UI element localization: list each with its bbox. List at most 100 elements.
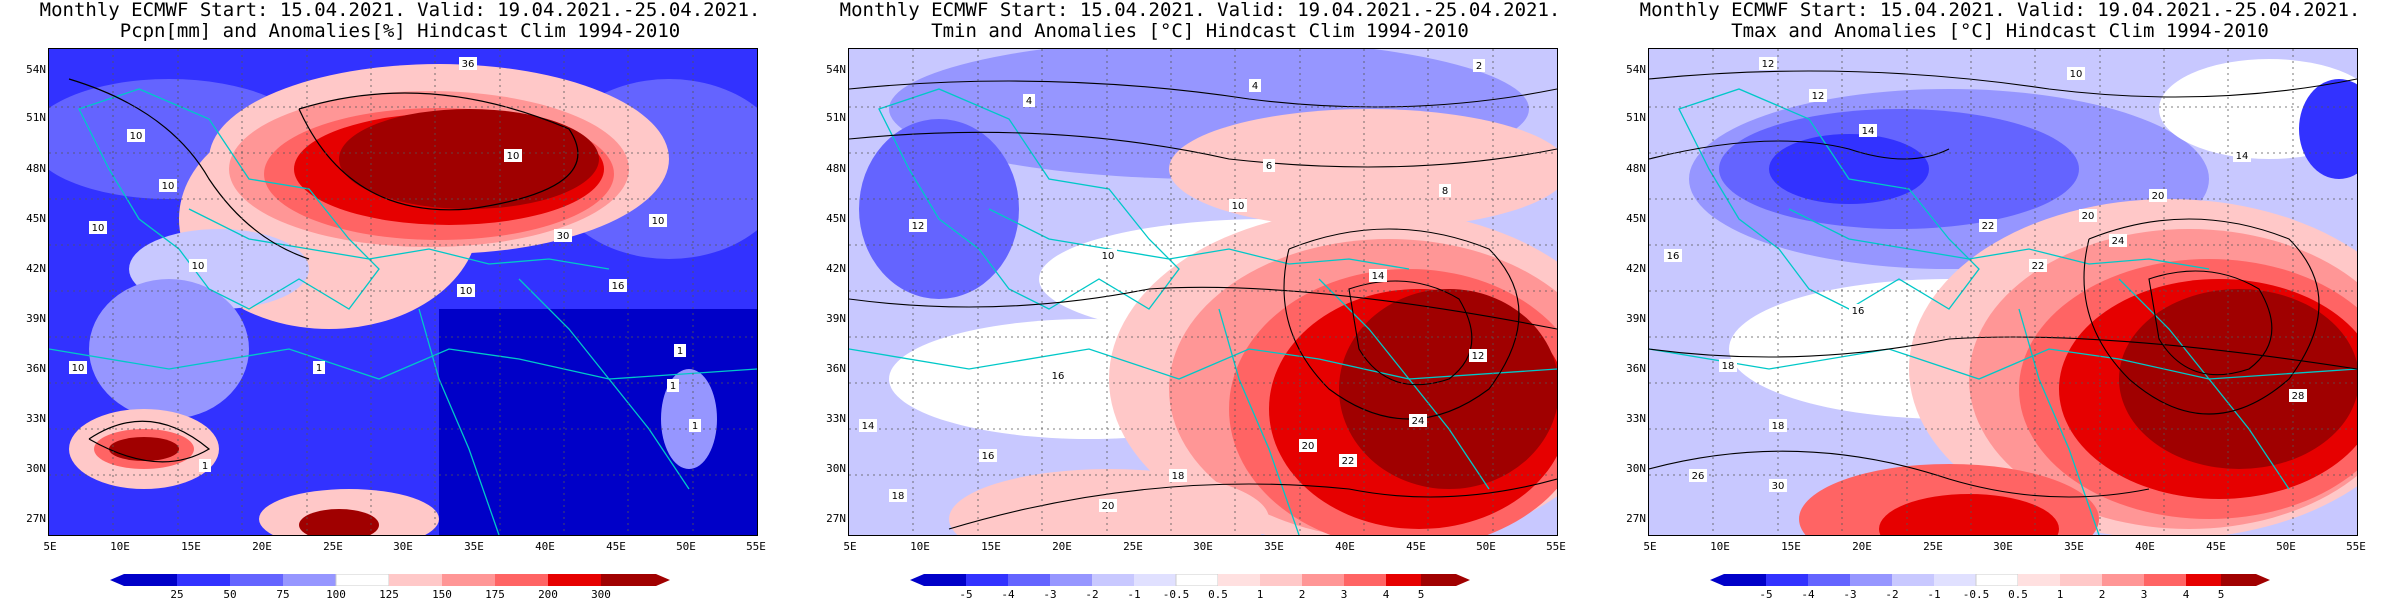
precipitation-map: 36 10 10 10 30 10 10 10 10 10 1 1 1 1 1 …	[49, 49, 757, 535]
lat-label: 27N	[1626, 512, 1646, 525]
contour-label: 10	[2070, 69, 2083, 80]
contour-label: 4	[1026, 96, 1032, 107]
lat-label: 27N	[26, 512, 46, 525]
panel-tmin: Monthly ECMWF Start: 15.04.2021. Valid: …	[800, 0, 1600, 601]
lat-label: 48N	[1626, 162, 1646, 175]
lon-label: 5E	[43, 540, 57, 553]
contour-label: 16	[612, 281, 625, 292]
colorbar-label: 4	[2182, 588, 2190, 601]
contour-label: 16	[982, 451, 995, 462]
lon-label: 45E	[1406, 540, 1426, 553]
lat-label: 42N	[26, 262, 46, 275]
colorbar-arrow-left	[1710, 574, 1724, 586]
panel-title-line1: Monthly ECMWF Start: 15.04.2021. Valid: …	[39, 0, 761, 21]
contour-label: 10	[162, 181, 175, 192]
contour-label: 1	[202, 461, 208, 472]
lon-label: 5E	[1643, 540, 1657, 553]
lat-label: 54N	[826, 63, 846, 76]
lat-label: 33N	[1626, 412, 1646, 425]
colorbar-label: 5	[1417, 588, 1425, 601]
contour-label: 12	[1812, 91, 1825, 102]
lat-label: 54N	[26, 63, 46, 76]
lon-label: 35E	[1264, 540, 1284, 553]
colorbar	[1710, 574, 2270, 586]
colorbar-label: 0.5	[2008, 588, 2028, 601]
lon-label: 50E	[1476, 540, 1496, 553]
contour-label: 12	[1472, 351, 1485, 362]
lon-label: 15E	[1781, 540, 1801, 553]
map-area: 10 12 14 16 18 20 22 24 26 28 30 12 14 1…	[1648, 48, 2358, 536]
colorbar-label: 1	[2056, 588, 2064, 601]
contour-label: 18	[1172, 471, 1185, 482]
colorbar	[110, 574, 670, 586]
contour-label: 6	[1266, 161, 1272, 172]
colorbar-arrow-right	[656, 574, 670, 586]
lat-label: 36N	[26, 362, 46, 375]
tmax-map: 10 12 14 16 18 20 22 24 26 28 30 12 14 1…	[1649, 49, 2357, 535]
contour-label: 1	[316, 363, 322, 374]
contour-label: 8	[1442, 186, 1448, 197]
colorbar-label: -0.5	[1962, 588, 1990, 601]
lon-label: 20E	[1852, 540, 1872, 553]
lon-label: 40E	[1335, 540, 1355, 553]
contour-label: 16	[1852, 306, 1865, 317]
panel-tmax: Monthly ECMWF Start: 15.04.2021. Valid: …	[1600, 0, 2400, 601]
lat-label: 39N	[826, 312, 846, 325]
lon-label: 10E	[1710, 540, 1730, 553]
lon-label: 55E	[2346, 540, 2366, 553]
colorbar-label: 50	[223, 588, 237, 601]
contour-label: 22	[1342, 456, 1355, 467]
lon-label: 50E	[676, 540, 696, 553]
contour-label: 20	[1302, 441, 1315, 452]
lat-label: 45N	[1626, 212, 1646, 225]
panel-title-line2: Pcpn[mm] and Anomalies[%] Hindcast Clim …	[119, 20, 681, 42]
contour-label: 22	[1982, 221, 1995, 232]
lon-label: 15E	[981, 540, 1001, 553]
lon-label: 25E	[1923, 540, 1943, 553]
lat-label: 48N	[826, 162, 846, 175]
colorbar-label: 75	[276, 588, 290, 601]
map-area: 36 10 10 10 30 10 10 10 10 10 1 1 1 1 1 …	[48, 48, 758, 536]
colorbar-label: -3	[1043, 588, 1057, 601]
contour-label: 26	[1692, 471, 1705, 482]
lat-label: 51N	[826, 111, 846, 124]
lon-label: 15E	[181, 540, 201, 553]
contour-label: 10	[72, 363, 85, 374]
contour-label: 20	[2152, 191, 2165, 202]
colorbar-label: 3	[2140, 588, 2148, 601]
lon-label: 50E	[2276, 540, 2296, 553]
lat-label: 42N	[826, 262, 846, 275]
lat-label: 33N	[826, 412, 846, 425]
colorbar-label: 125	[379, 588, 399, 601]
lat-label: 54N	[1626, 63, 1646, 76]
colorbar-label: -5	[959, 588, 973, 601]
lat-label: 45N	[826, 212, 846, 225]
colorbar-label: -4	[1001, 588, 1015, 601]
contour-label: 20	[2082, 211, 2095, 222]
lon-label: 35E	[2064, 540, 2084, 553]
colorbar-label: -1	[1927, 588, 1941, 601]
contour-label: 14	[1372, 271, 1385, 282]
coastline	[78, 88, 380, 310]
lon-label: 45E	[606, 540, 626, 553]
colorbar-label: -0.5	[1162, 588, 1190, 601]
colorbar-label: 1	[1256, 588, 1264, 601]
colorbar-label: 175	[485, 588, 505, 601]
colorbar-label: 2	[1298, 588, 1306, 601]
contour-label: 12	[1762, 59, 1775, 70]
lon-label: 25E	[1123, 540, 1143, 553]
lat-label: 48N	[26, 162, 46, 175]
lat-label: 30N	[26, 462, 46, 475]
contour-label: 20	[1102, 501, 1115, 512]
contour-label: 14	[862, 421, 875, 432]
contour-label: 1	[670, 381, 676, 392]
colorbar-label: 5	[2217, 588, 2225, 601]
colorbar-label: -1	[1127, 588, 1141, 601]
contour-label: 10	[507, 151, 520, 162]
contour-label: 10	[192, 261, 205, 272]
lon-label: 40E	[535, 540, 555, 553]
contour-label: 10	[92, 223, 105, 234]
lon-label: 5E	[843, 540, 857, 553]
contour-label: 22	[2032, 261, 2045, 272]
lat-label: 42N	[1626, 262, 1646, 275]
